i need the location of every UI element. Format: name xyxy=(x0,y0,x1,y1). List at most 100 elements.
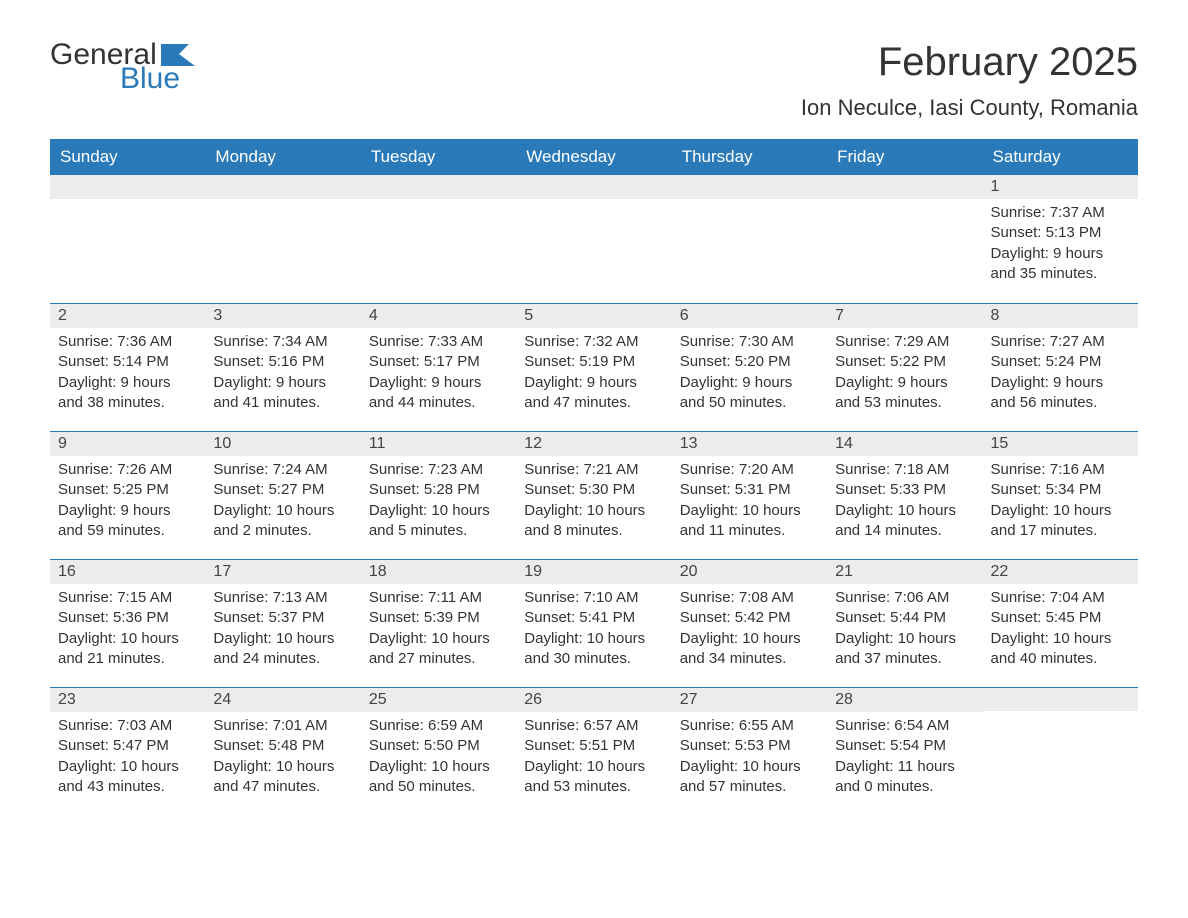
daylight-text: Daylight: 10 hours and 21 minutes. xyxy=(58,629,197,670)
calendar-day-cell: 5Sunrise: 7:32 AMSunset: 5:19 PMDaylight… xyxy=(516,303,671,431)
sunset-text: Sunset: 5:48 PM xyxy=(213,736,352,756)
day-number: 26 xyxy=(516,687,671,712)
calendar-day-cell: 6Sunrise: 7:30 AMSunset: 5:20 PMDaylight… xyxy=(672,303,827,431)
sunrise-text: Sunrise: 7:26 AM xyxy=(58,460,197,480)
weekday-header: Thursday xyxy=(672,139,827,175)
sunset-text: Sunset: 5:24 PM xyxy=(991,352,1130,372)
sunrise-text: Sunrise: 7:01 AM xyxy=(213,716,352,736)
sunrise-text: Sunrise: 7:34 AM xyxy=(213,332,352,352)
day-number: 9 xyxy=(50,431,205,456)
daylight-text: Daylight: 10 hours and 57 minutes. xyxy=(680,757,819,798)
calendar-day-cell: 17Sunrise: 7:13 AMSunset: 5:37 PMDayligh… xyxy=(205,559,360,687)
sunrise-text: Sunrise: 6:59 AM xyxy=(369,716,508,736)
day-content: Sunrise: 7:03 AMSunset: 5:47 PMDaylight:… xyxy=(50,712,205,807)
sunset-text: Sunset: 5:22 PM xyxy=(835,352,974,372)
sunset-text: Sunset: 5:44 PM xyxy=(835,608,974,628)
daylight-text: Daylight: 9 hours and 56 minutes. xyxy=(991,373,1130,414)
daylight-text: Daylight: 10 hours and 30 minutes. xyxy=(524,629,663,670)
sunset-text: Sunset: 5:19 PM xyxy=(524,352,663,372)
weekday-header: Monday xyxy=(205,139,360,175)
calendar-day-cell: 3Sunrise: 7:34 AMSunset: 5:16 PMDaylight… xyxy=(205,303,360,431)
sunrise-text: Sunrise: 7:30 AM xyxy=(680,332,819,352)
day-number: 25 xyxy=(361,687,516,712)
day-content: Sunrise: 7:10 AMSunset: 5:41 PMDaylight:… xyxy=(516,584,671,679)
calendar-day-cell: 7Sunrise: 7:29 AMSunset: 5:22 PMDaylight… xyxy=(827,303,982,431)
day-content: Sunrise: 7:26 AMSunset: 5:25 PMDaylight:… xyxy=(50,456,205,551)
sunrise-text: Sunrise: 7:33 AM xyxy=(369,332,508,352)
daylight-text: Daylight: 10 hours and 43 minutes. xyxy=(58,757,197,798)
sunset-text: Sunset: 5:30 PM xyxy=(524,480,663,500)
day-content: Sunrise: 6:55 AMSunset: 5:53 PMDaylight:… xyxy=(672,712,827,807)
calendar-day-cell: 11Sunrise: 7:23 AMSunset: 5:28 PMDayligh… xyxy=(361,431,516,559)
sunset-text: Sunset: 5:36 PM xyxy=(58,608,197,628)
calendar-day-cell: 20Sunrise: 7:08 AMSunset: 5:42 PMDayligh… xyxy=(672,559,827,687)
calendar-day-cell: 19Sunrise: 7:10 AMSunset: 5:41 PMDayligh… xyxy=(516,559,671,687)
day-number xyxy=(361,175,516,199)
sunrise-text: Sunrise: 7:23 AM xyxy=(369,460,508,480)
sunrise-text: Sunrise: 7:08 AM xyxy=(680,588,819,608)
day-content xyxy=(827,199,982,213)
day-number: 12 xyxy=(516,431,671,456)
daylight-text: Daylight: 9 hours and 38 minutes. xyxy=(58,373,197,414)
day-number: 10 xyxy=(205,431,360,456)
sunset-text: Sunset: 5:50 PM xyxy=(369,736,508,756)
day-content: Sunrise: 7:13 AMSunset: 5:37 PMDaylight:… xyxy=(205,584,360,679)
sunset-text: Sunset: 5:17 PM xyxy=(369,352,508,372)
day-content xyxy=(672,199,827,213)
day-content: Sunrise: 7:21 AMSunset: 5:30 PMDaylight:… xyxy=(516,456,671,551)
logo: General Blue xyxy=(50,40,195,94)
daylight-text: Daylight: 10 hours and 11 minutes. xyxy=(680,501,819,542)
sunrise-text: Sunrise: 7:04 AM xyxy=(991,588,1130,608)
day-number: 8 xyxy=(983,303,1138,328)
day-number: 28 xyxy=(827,687,982,712)
day-number: 11 xyxy=(361,431,516,456)
sunrise-text: Sunrise: 7:29 AM xyxy=(835,332,974,352)
day-number xyxy=(516,175,671,199)
day-content: Sunrise: 6:57 AMSunset: 5:51 PMDaylight:… xyxy=(516,712,671,807)
day-number xyxy=(983,687,1138,711)
title-block: February 2025 Ion Neculce, Iasi County, … xyxy=(801,40,1138,121)
weekday-header-row: Sunday Monday Tuesday Wednesday Thursday… xyxy=(50,139,1138,175)
day-number xyxy=(50,175,205,199)
calendar-week-row: 9Sunrise: 7:26 AMSunset: 5:25 PMDaylight… xyxy=(50,431,1138,559)
calendar-day-cell: 2Sunrise: 7:36 AMSunset: 5:14 PMDaylight… xyxy=(50,303,205,431)
daylight-text: Daylight: 11 hours and 0 minutes. xyxy=(835,757,974,798)
sunrise-text: Sunrise: 7:32 AM xyxy=(524,332,663,352)
sunset-text: Sunset: 5:45 PM xyxy=(991,608,1130,628)
day-content xyxy=(205,199,360,213)
calendar-day-cell: 9Sunrise: 7:26 AMSunset: 5:25 PMDaylight… xyxy=(50,431,205,559)
day-number: 14 xyxy=(827,431,982,456)
calendar-week-row: 23Sunrise: 7:03 AMSunset: 5:47 PMDayligh… xyxy=(50,687,1138,815)
calendar-day-cell xyxy=(827,175,982,303)
daylight-text: Daylight: 10 hours and 2 minutes. xyxy=(213,501,352,542)
daylight-text: Daylight: 10 hours and 8 minutes. xyxy=(524,501,663,542)
sunset-text: Sunset: 5:13 PM xyxy=(991,223,1130,243)
day-content xyxy=(516,199,671,213)
calendar-day-cell: 10Sunrise: 7:24 AMSunset: 5:27 PMDayligh… xyxy=(205,431,360,559)
sunrise-text: Sunrise: 6:55 AM xyxy=(680,716,819,736)
sunset-text: Sunset: 5:14 PM xyxy=(58,352,197,372)
day-number: 19 xyxy=(516,559,671,584)
sunrise-text: Sunrise: 7:18 AM xyxy=(835,460,974,480)
day-number xyxy=(205,175,360,199)
day-content: Sunrise: 7:33 AMSunset: 5:17 PMDaylight:… xyxy=(361,328,516,423)
sunset-text: Sunset: 5:53 PM xyxy=(680,736,819,756)
day-number: 22 xyxy=(983,559,1138,584)
daylight-text: Daylight: 9 hours and 47 minutes. xyxy=(524,373,663,414)
sunset-text: Sunset: 5:25 PM xyxy=(58,480,197,500)
calendar-day-cell: 26Sunrise: 6:57 AMSunset: 5:51 PMDayligh… xyxy=(516,687,671,815)
day-content: Sunrise: 7:08 AMSunset: 5:42 PMDaylight:… xyxy=(672,584,827,679)
calendar-day-cell: 14Sunrise: 7:18 AMSunset: 5:33 PMDayligh… xyxy=(827,431,982,559)
day-number: 23 xyxy=(50,687,205,712)
sunset-text: Sunset: 5:28 PM xyxy=(369,480,508,500)
daylight-text: Daylight: 10 hours and 47 minutes. xyxy=(213,757,352,798)
calendar-day-cell: 1Sunrise: 7:37 AMSunset: 5:13 PMDaylight… xyxy=(983,175,1138,303)
day-content: Sunrise: 7:16 AMSunset: 5:34 PMDaylight:… xyxy=(983,456,1138,551)
sunrise-text: Sunrise: 7:03 AM xyxy=(58,716,197,736)
day-content: Sunrise: 6:54 AMSunset: 5:54 PMDaylight:… xyxy=(827,712,982,807)
daylight-text: Daylight: 9 hours and 59 minutes. xyxy=(58,501,197,542)
day-content: Sunrise: 7:23 AMSunset: 5:28 PMDaylight:… xyxy=(361,456,516,551)
calendar-day-cell: 21Sunrise: 7:06 AMSunset: 5:44 PMDayligh… xyxy=(827,559,982,687)
sunrise-text: Sunrise: 6:57 AM xyxy=(524,716,663,736)
sunset-text: Sunset: 5:31 PM xyxy=(680,480,819,500)
